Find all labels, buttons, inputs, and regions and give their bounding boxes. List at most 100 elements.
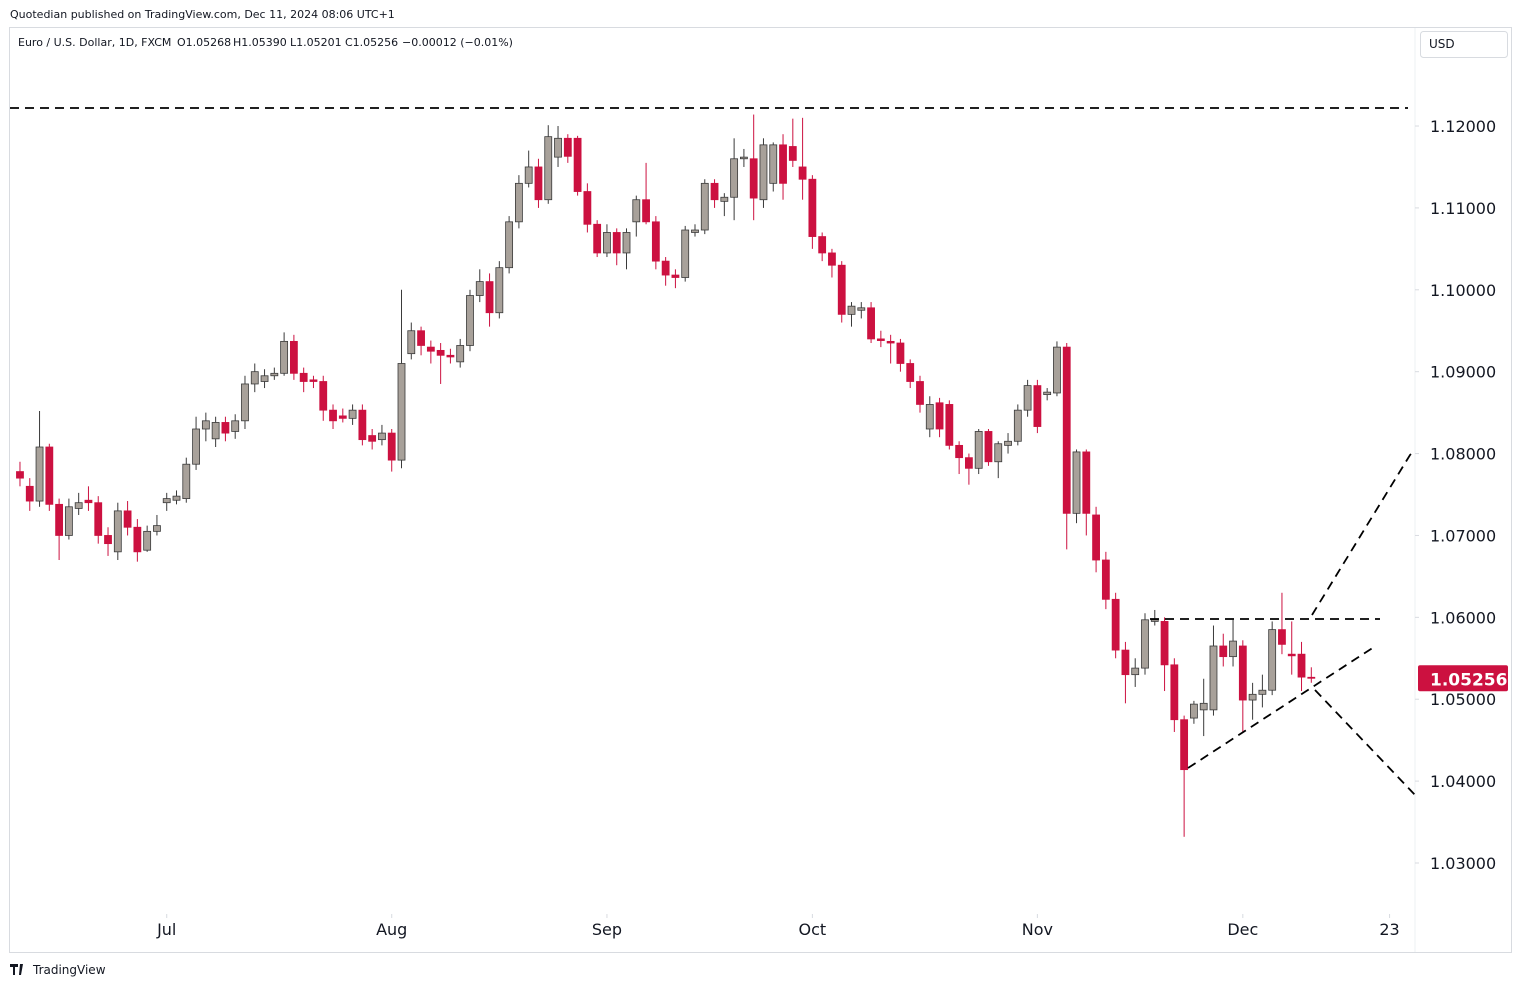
currency-button[interactable] xyxy=(1420,31,1508,58)
candle-body xyxy=(241,383,249,422)
candle-body xyxy=(84,499,93,504)
y-tick-label: 1.05000 xyxy=(1430,690,1496,709)
candle-body xyxy=(1160,621,1169,666)
candle-body xyxy=(1287,653,1296,657)
candle-body xyxy=(45,446,54,505)
candle-body xyxy=(1238,645,1247,701)
y-tick-label: 1.03000 xyxy=(1430,854,1496,873)
candle-body xyxy=(358,409,367,441)
candle-body xyxy=(1209,645,1218,711)
candle-body xyxy=(1033,385,1042,427)
candle-body xyxy=(162,498,171,504)
candle-body xyxy=(1062,346,1071,514)
candle-body xyxy=(94,502,103,536)
candle-body xyxy=(603,232,611,254)
candle-body xyxy=(808,178,817,237)
candle-body xyxy=(417,330,425,346)
candle-body xyxy=(16,471,24,479)
candle-body xyxy=(1101,559,1110,600)
candle-body xyxy=(612,232,621,254)
candle-body xyxy=(847,305,856,315)
candle-body xyxy=(965,457,973,469)
candle-body xyxy=(309,379,318,382)
candle-body xyxy=(397,363,406,461)
candle-body xyxy=(1150,619,1159,622)
candle-body xyxy=(123,510,132,528)
candle-body xyxy=(1180,719,1189,771)
candle-body xyxy=(485,281,494,314)
candle-body xyxy=(466,295,474,346)
candle-body xyxy=(524,166,533,184)
candle-body xyxy=(876,338,885,341)
y-tick-label: 1.07000 xyxy=(1430,526,1496,545)
brand-logo xyxy=(10,964,23,975)
candle-body xyxy=(661,260,670,276)
candle-body xyxy=(35,446,44,502)
legend: Euro / U.S. Dollar, 1D, FXCM O1.05268 H1… xyxy=(18,36,513,49)
candle-body xyxy=(456,345,465,363)
candle-body xyxy=(1278,629,1286,645)
candle-body xyxy=(700,182,709,231)
candle-body xyxy=(319,381,328,411)
candle-body xyxy=(974,431,983,469)
candle-body xyxy=(730,158,739,198)
candle-body xyxy=(593,223,602,254)
candle-body xyxy=(1141,619,1149,669)
candle-body xyxy=(916,381,924,405)
candle-body xyxy=(671,274,680,278)
x-tick-label: Nov xyxy=(1022,920,1053,939)
candle-body xyxy=(172,495,181,501)
candle-body xyxy=(622,232,631,254)
candle-body xyxy=(788,146,797,161)
candle-body xyxy=(368,435,377,442)
candle-body xyxy=(1072,451,1081,514)
y-tick-label: 1.12000 xyxy=(1430,117,1496,136)
candle-body xyxy=(642,199,650,223)
candle-body xyxy=(192,428,200,465)
candle-body xyxy=(945,404,954,446)
candle-body xyxy=(837,264,846,315)
x-tick-label: 23 xyxy=(1379,920,1399,939)
candle-body xyxy=(1131,667,1140,676)
breakdown-projection xyxy=(1314,689,1417,797)
drawings xyxy=(10,107,1417,797)
candle-body xyxy=(769,144,778,184)
candle-body xyxy=(925,404,934,430)
candle-body xyxy=(25,485,34,502)
candle-body xyxy=(1111,598,1120,651)
candle-body xyxy=(896,342,905,364)
candle-body xyxy=(348,409,357,419)
candle-body xyxy=(104,535,112,545)
candle-body xyxy=(1092,514,1100,561)
candle-body xyxy=(573,137,582,192)
candle-body xyxy=(1170,664,1179,721)
candle-body xyxy=(1258,689,1267,695)
candle-body xyxy=(583,191,592,225)
y-tick-label: 1.08000 xyxy=(1430,445,1496,464)
candle-body xyxy=(1082,451,1091,514)
candle-body xyxy=(426,346,435,352)
candle-body xyxy=(651,221,660,262)
candle-body xyxy=(387,432,396,461)
attribution: Quotedian published on TradingView.com, … xyxy=(10,8,395,21)
candle-body xyxy=(329,409,337,422)
candle-body xyxy=(779,144,787,184)
candle-body xyxy=(299,372,308,382)
candle-body xyxy=(407,330,416,355)
candle-body xyxy=(867,307,875,340)
candle-body xyxy=(1004,440,1012,446)
candle-body xyxy=(1043,391,1052,396)
candle-body xyxy=(514,182,523,223)
candle-body xyxy=(798,166,807,180)
candle-body xyxy=(260,375,269,382)
candle-body xyxy=(818,236,827,254)
candle-body xyxy=(475,281,484,296)
candle-body xyxy=(113,510,122,553)
candle-body xyxy=(1190,703,1198,719)
last-price-tag xyxy=(1418,665,1508,692)
candle-body xyxy=(1053,346,1061,394)
legend-change: −0.00012 (−0.01%) xyxy=(402,36,513,49)
x-tick-label: Dec xyxy=(1227,920,1258,939)
candle-body xyxy=(935,402,944,430)
